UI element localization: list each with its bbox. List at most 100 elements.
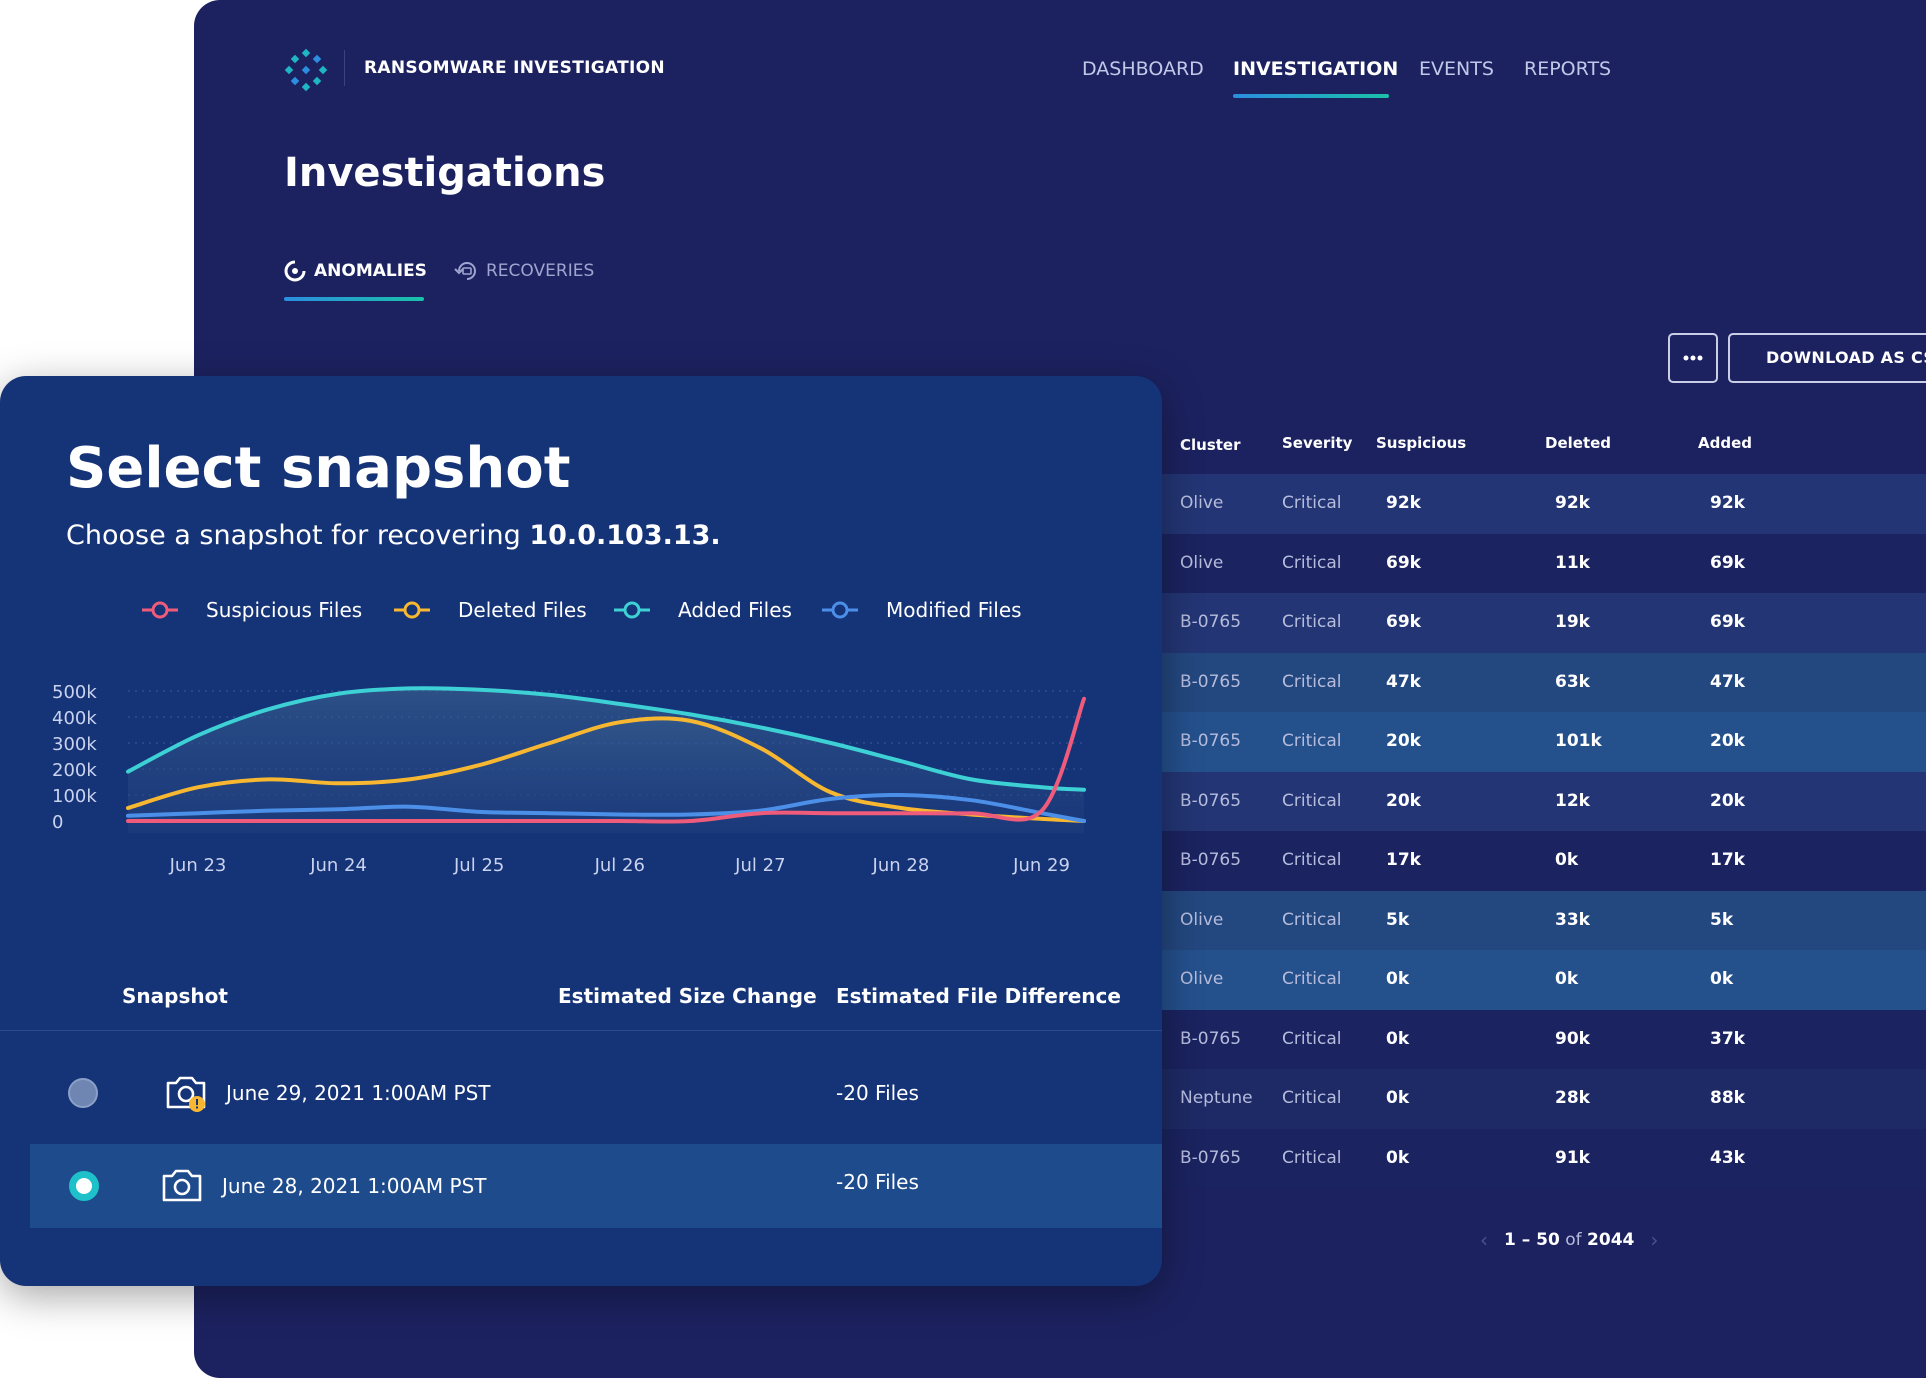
table-cell-suspicious: 0k (1386, 1147, 1410, 1168)
page-title: Investigations (284, 150, 606, 196)
y-tick-label: 500k (52, 682, 97, 703)
snapshot-row[interactable]: June 29, 2021 1:00AM PST -20 Files (30, 1051, 1162, 1135)
table-cell-suspicious: 69k (1386, 552, 1421, 573)
nav-dashboard[interactable]: DASHBOARD (1082, 58, 1204, 80)
table-row[interactable]: B-0765 Critical 69k 19k 69k (1162, 593, 1926, 653)
table-cell-cluster: B-0765 (1180, 671, 1242, 692)
tab-recoveries[interactable]: RECOVERIES (454, 260, 594, 282)
table-body: Olive Critical 92k 92k 92k Olive Critical 69k 11… (1162, 474, 1926, 1188)
subtitle-ip: 10.0.103.13. (529, 520, 721, 551)
chart-x-axis: Jun 23 Jun 24 Jul 25 Jul 26 Jul 27 Jun 28 Jun … (169, 855, 1070, 876)
table-row[interactable]: B-0765 Critical 20k 12k 20k (1162, 771, 1926, 831)
column-header-severity[interactable]: Severity (1282, 434, 1353, 452)
table-cell-suspicious: 20k (1386, 790, 1421, 811)
download-csv-button[interactable]: DOWNLOAD AS CSV (1728, 333, 1926, 383)
table-cell-suspicious: 0k (1386, 969, 1410, 989)
table-cell-added: 43k (1710, 1147, 1745, 1168)
nav-investigation[interactable]: INVESTIGATION (1233, 58, 1399, 80)
pagination-range: 1 – 50 (1504, 1230, 1560, 1250)
brand-divider (344, 50, 345, 86)
table-cell-cluster: Olive (1180, 909, 1224, 930)
legend-deleted[interactable]: Deleted Files (392, 598, 587, 622)
x-tick-label: Jul 26 (594, 855, 645, 876)
table-cell-severity: Critical (1282, 731, 1342, 751)
camera-icon (162, 1169, 202, 1202)
logo-icon (284, 48, 328, 92)
prev-page-icon[interactable]: ‹ (1480, 1228, 1488, 1252)
table-cell-added: 17k (1710, 850, 1745, 870)
table-cell-cluster: Olive (1180, 969, 1224, 989)
table-cell-added: 92k (1710, 493, 1745, 513)
column-header-cluster[interactable]: Cluster (1180, 436, 1241, 454)
table-row[interactable]: Neptune Critical 0k 28k 88k (1162, 1069, 1926, 1129)
table-cell-deleted: 92k (1555, 493, 1590, 513)
y-tick-label: 400k (52, 708, 97, 729)
more-options-button[interactable] (1668, 333, 1718, 383)
table-cell-cluster: Olive (1180, 552, 1224, 573)
table-cell-cluster: B-0765 (1180, 1028, 1242, 1049)
snapshot-radio[interactable] (68, 1078, 98, 1108)
table-row[interactable]: Olive Critical 0k 0k 0k (1162, 950, 1926, 1010)
pagination-total: 2044 (1587, 1230, 1635, 1250)
table-row[interactable]: B-0765 Critical 20k 101k 20k (1162, 712, 1926, 772)
snapshot-chart[interactable]: 500k 400k 300k 200k 100k 0 Jun 23 Jun 24 Jul 25… (40, 666, 1100, 926)
table-cell-added: 37k (1710, 1028, 1745, 1049)
table-cell-suspicious: 20k (1386, 731, 1421, 751)
table-cell-deleted: 28k (1555, 1088, 1590, 1108)
table-cell-deleted: 101k (1555, 731, 1602, 751)
table-cell-severity: Critical (1282, 969, 1342, 989)
column-header-deleted[interactable]: Deleted (1545, 434, 1612, 452)
y-tick-label: 200k (52, 760, 97, 781)
card-subtitle: Choose a snapshot for recovering 10.0.10… (66, 520, 721, 551)
nav-reports[interactable]: REPORTS (1524, 58, 1612, 80)
snapshot-row-selected[interactable]: June 28, 2021 1:00AM PST -20 Files (30, 1144, 1162, 1228)
tab-recoveries-label: RECOVERIES (486, 261, 595, 281)
card-title: Select snapshot (66, 436, 571, 501)
table-cell-cluster: B-0765 (1180, 612, 1242, 632)
legend-label-deleted: Deleted Files (458, 598, 587, 622)
snapshot-radio-selected[interactable] (69, 1171, 99, 1201)
table-cell-severity: Critical (1282, 1088, 1342, 1108)
column-header-added[interactable]: Added (1698, 434, 1752, 452)
table-row[interactable]: B-0765 Critical 17k 0k 17k (1162, 831, 1926, 891)
legend-marker-deleted-icon (394, 601, 430, 619)
legend-label-suspicious: Suspicious Files (206, 598, 363, 622)
table-cell-added: 5k (1710, 909, 1734, 930)
tab-active-indicator (284, 297, 424, 301)
x-tick-label: Jul 25 (453, 855, 504, 876)
next-page-icon[interactable]: › (1650, 1228, 1659, 1252)
table-row[interactable]: Olive Critical 92k 92k 92k (1162, 474, 1926, 534)
table-row[interactable]: B-0765 Critical 0k 91k 43k (1162, 1128, 1926, 1188)
table-row[interactable]: B-0765 Critical 47k 63k 47k (1162, 652, 1926, 712)
table-cell-added: 88k (1710, 1088, 1745, 1108)
legend-marker-added-icon (614, 601, 650, 619)
table-cell-deleted: 11k (1555, 552, 1590, 573)
table-row[interactable]: B-0765 Critical 0k 90k 37k (1162, 1009, 1926, 1069)
table-row[interactable]: Olive Critical 5k 33k 5k (1162, 890, 1926, 950)
table-cell-deleted: 90k (1555, 1028, 1590, 1049)
camera-warning-icon (166, 1076, 206, 1112)
series-line-modified-files[interactable] (126, 792, 1086, 823)
table-cell-added: 0k (1710, 969, 1734, 989)
nav-events[interactable]: EVENTS (1419, 58, 1494, 80)
column-header-suspicious[interactable]: Suspicious (1376, 434, 1467, 452)
snapshot-date: June 29, 2021 1:00AM PST (226, 1081, 491, 1105)
y-tick-label: 0 (52, 812, 63, 833)
column-header-file-difference: Estimated File Difference (836, 984, 1121, 1008)
x-tick-label: Jun 24 (309, 855, 367, 876)
table-cell-severity: Critical (1282, 1028, 1342, 1049)
table-cell-severity: Critical (1282, 671, 1342, 692)
series-area (128, 718, 1084, 833)
table-cell-suspicious: 0k (1386, 1028, 1410, 1049)
tab-anomalies-label: ANOMALIES (314, 261, 427, 281)
table-cell-severity: Critical (1282, 850, 1342, 870)
legend-label-modified: Modified Files (886, 598, 1022, 622)
tab-anomalies[interactable]: ANOMALIES (284, 260, 427, 282)
legend-added[interactable]: Added Files (612, 598, 792, 622)
table-row[interactable]: Olive Critical 69k 11k 69k (1162, 533, 1926, 593)
select-snapshot-card: Select snapshot Choose a snapshot for re… (0, 376, 1162, 1286)
legend-modified[interactable]: Modified Files (820, 598, 1022, 622)
series-line-added-files[interactable] (126, 686, 1086, 792)
series-line-suspicious-files[interactable] (126, 696, 1086, 824)
legend-suspicious[interactable]: Suspicious Files (140, 598, 362, 622)
